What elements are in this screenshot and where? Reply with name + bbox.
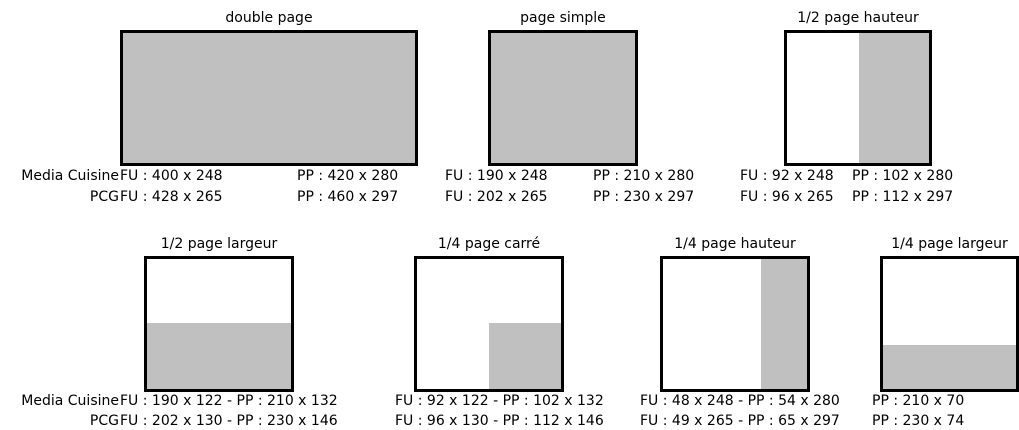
half-page-height-fill [859,33,929,163]
half-page-height-media-pp: PP : 102 x 280 [852,168,954,184]
pcg-label-row2: PCG [89,413,119,429]
page-simple-media-pp: PP : 210 x 280 [593,168,695,184]
format-title-half-page-width: 1/2 page largeur [160,236,278,252]
half-page-height-media-fu: FU : 92 x 248 [740,168,834,184]
format-title-quarter-page-width: 1/4 page largeur [891,236,1008,252]
quarter-page-height-shape [660,256,810,392]
half-page-height-pcg-fu: FU : 96 x 265 [740,189,834,205]
double-page-shape [120,30,418,166]
format-title-quarter-page-height: 1/4 page hauteur [674,236,796,252]
half-page-height-shape [784,30,932,166]
pcg-label: PCG [89,189,119,205]
quarter-page-width-media-spec: PP : 210 x 70 [872,393,965,409]
format-title-half-page-height: 1/2 page hauteur [797,10,919,26]
double-page-pcg-pp: PP : 460 x 297 [297,189,399,205]
page-simple-pcg-fu: FU : 202 x 265 [445,189,548,205]
double-page-media-pp: PP : 420 x 280 [297,168,399,184]
quarter-page-height-fill [761,259,807,389]
page-simple-media-fu: FU : 190 x 248 [445,168,548,184]
quarter-page-width-pcg-spec: PP : 230 x 74 [872,413,965,429]
media-cuisine-label-row2: Media Cuisine [21,393,119,409]
quarter-page-height-media-spec: FU : 48 x 248 - PP : 54 x 280 [640,393,840,409]
quarter-page-square-fill [489,323,561,389]
half-page-width-fill [147,323,291,389]
half-page-height-pcg-pp: PP : 112 x 297 [852,189,954,205]
quarter-page-width-fill [883,345,1016,389]
format-title-page-simple: page simple [520,10,606,26]
format-title-double-page: double page [225,10,313,26]
quarter-page-square-shape [414,256,564,392]
page-simple-shape [488,30,638,166]
double-page-pcg-fu: FU : 428 x 265 [120,189,223,205]
quarter-page-height-pcg-spec: FU : 49 x 265 - PP : 65 x 297 [640,413,840,429]
page-simple-pcg-pp: PP : 230 x 297 [593,189,695,205]
double-page-media-fu: FU : 400 x 248 [120,168,223,184]
quarter-page-square-pcg-spec: FU : 96 x 130 - PP : 112 x 146 [395,413,604,429]
half-page-width-shape [144,256,294,392]
quarter-page-width-shape [880,256,1019,392]
half-page-width-media-spec: FU : 190 x 122 - PP : 210 x 132 [120,393,338,409]
half-page-width-pcg-spec: FU : 202 x 130 - PP : 230 x 146 [120,413,338,429]
quarter-page-square-media-spec: FU : 92 x 122 - PP : 102 x 132 [395,393,604,409]
media-cuisine-label: Media Cuisine [21,168,119,184]
format-title-quarter-page-square: 1/4 page carré [437,236,541,252]
